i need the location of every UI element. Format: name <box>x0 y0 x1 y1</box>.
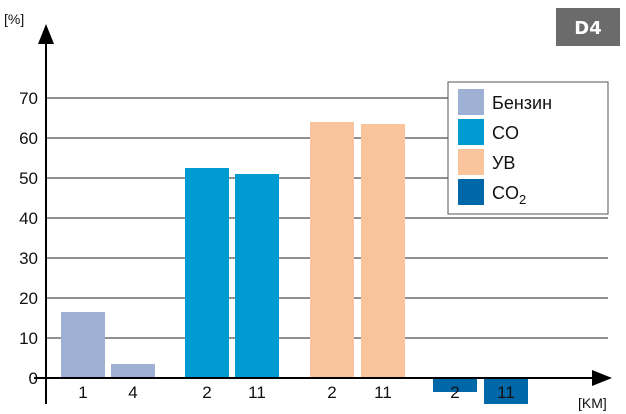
x-unit-label: [KM] <box>578 395 607 411</box>
badge-background <box>556 8 620 46</box>
bar <box>111 364 155 378</box>
bar <box>361 124 405 378</box>
y-tick-label: 30 <box>19 249 38 268</box>
x-tick-label: 11 <box>374 383 392 402</box>
y-axis-arrow <box>38 24 54 44</box>
bars <box>61 122 528 404</box>
bar <box>433 378 477 392</box>
bar <box>310 122 354 378</box>
bar <box>185 168 229 378</box>
y-tick-label: 10 <box>19 329 38 348</box>
y-tick-label: 60 <box>19 129 38 148</box>
y-tick-label: 20 <box>19 289 38 308</box>
legend-label: УВ <box>492 153 515 173</box>
legend-swatch <box>458 89 484 115</box>
axes <box>34 24 612 404</box>
x-tick-label: 2 <box>450 383 459 402</box>
legend-label-subscript: 2 <box>519 192 526 207</box>
legend-label: Бензин <box>492 93 552 113</box>
y-tick-label: 0 <box>29 369 38 388</box>
x-tick-label: 11 <box>248 383 266 402</box>
x-tick-labels: 1 4 2 11 2 11 2 11 <box>78 383 515 402</box>
y-tick-label: 40 <box>19 209 38 228</box>
y-tick-label: 50 <box>19 169 38 188</box>
y-tick-label: 70 <box>19 89 38 108</box>
bar <box>235 174 279 378</box>
legend-label: CO <box>492 123 519 143</box>
bar <box>61 312 105 378</box>
badge: D4 <box>556 8 620 46</box>
legend-swatch <box>458 179 484 205</box>
x-tick-label: 4 <box>128 383 137 402</box>
y-tick-labels: 70 60 50 40 30 20 10 0 <box>19 89 38 388</box>
x-tick-label: 11 <box>497 383 515 402</box>
badge-label: D4 <box>574 18 601 39</box>
x-axis-arrow <box>592 370 612 386</box>
bar <box>484 378 528 404</box>
x-tick-label: 2 <box>327 383 336 402</box>
legend-swatch <box>458 149 484 175</box>
x-tick-label: 2 <box>202 383 211 402</box>
x-tick-label: 1 <box>78 383 87 402</box>
legend-swatch <box>458 119 484 145</box>
y-unit-label: [%] <box>4 11 24 27</box>
